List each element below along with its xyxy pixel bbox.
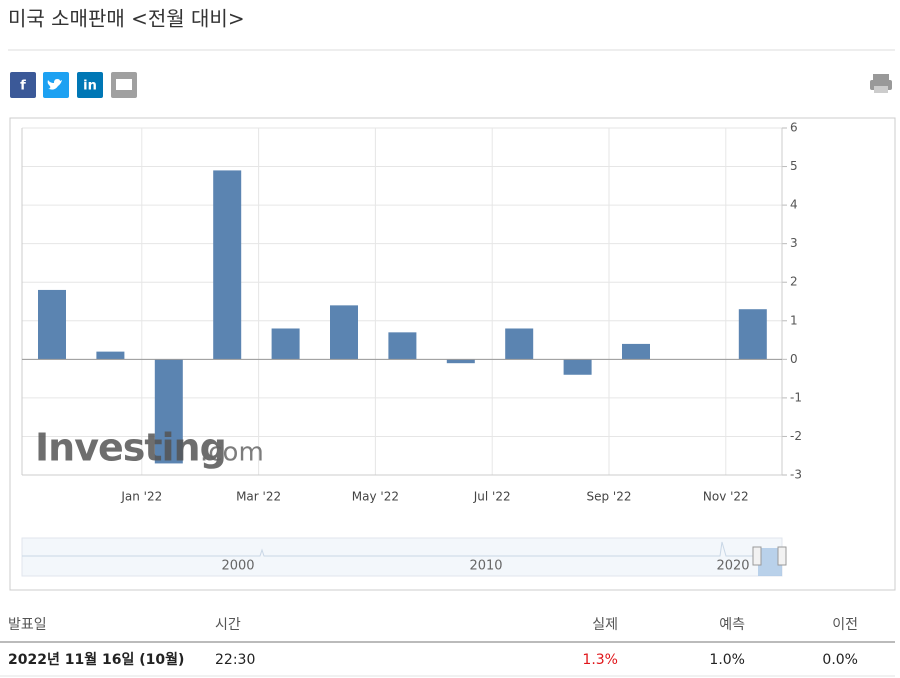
table-cell: 1.0% <box>709 652 745 668</box>
y-tick-label: 4 <box>790 198 798 212</box>
y-tick-label: -3 <box>790 468 802 482</box>
navigator-series <box>22 541 760 557</box>
table-header-cell: 예측 <box>719 617 745 633</box>
y-tick-label: 2 <box>790 275 798 289</box>
bar <box>330 305 358 360</box>
table-header-cell: 시간 <box>215 617 241 633</box>
twitter-icon <box>47 79 62 90</box>
bar <box>388 332 417 360</box>
linkedin-label: in <box>83 79 97 94</box>
bar <box>738 309 767 360</box>
table-cell: 0.0% <box>822 652 858 668</box>
navigator-handle[interactable] <box>777 546 787 566</box>
x-tick-label: Sep '22 <box>587 490 632 504</box>
x-tick-label: Jan '22 <box>120 490 162 504</box>
y-tick-label: 1 <box>790 313 798 327</box>
bar <box>271 328 300 360</box>
table: 발표일 시간 실제 예측 이전 2022년 11월 16일 (10월) 22:30 1.3% 1… <box>0 617 895 677</box>
bar <box>38 289 66 360</box>
navigator-handle[interactable] <box>752 546 762 566</box>
y-tick-label: 3 <box>790 236 798 250</box>
table-header-cell: 발표일 <box>8 617 47 633</box>
facebook-button[interactable] <box>10 72 36 98</box>
x-tick-label: Mar '22 <box>236 490 281 504</box>
navigator <box>21 537 783 577</box>
watermark: .com <box>200 438 264 468</box>
facebook-label: f <box>20 79 26 94</box>
page-title: 미국 소매판매 <전월 대비> <box>8 7 245 31</box>
navigator-label: 2010 <box>469 559 502 574</box>
table-header-cell: 실제 <box>592 617 618 633</box>
y-tick-label: 0 <box>790 352 798 366</box>
bar <box>96 351 125 360</box>
bar <box>563 359 592 375</box>
table-cell: 22:30 <box>215 652 255 668</box>
y-tick-label: 5 <box>790 159 798 173</box>
x-tick-label: Nov '22 <box>703 490 749 504</box>
y-tick-label: 6 <box>790 121 798 135</box>
y-tick-label: -2 <box>790 429 802 443</box>
linkedin-button[interactable] <box>77 72 103 98</box>
navigator-label: 2000 <box>221 559 254 574</box>
print-button[interactable] <box>870 74 892 93</box>
bar <box>446 359 475 364</box>
navigator-label: 2020 <box>716 559 749 574</box>
table-cell: 1.3% <box>582 652 618 668</box>
x-tick-label: May '22 <box>352 490 399 504</box>
y-tick-label: -1 <box>790 390 802 404</box>
chart: -3 -2 -1 0 1 2 3 4 5 6 Jan '22 Mar '22 May '22 Jul '2… <box>21 121 802 577</box>
table-cell: 2022년 11월 16일 (10월) <box>8 651 184 668</box>
bar <box>213 170 242 360</box>
bar <box>154 359 183 464</box>
email-icon <box>116 79 132 90</box>
bar <box>505 328 534 360</box>
watermark: Investing <box>35 426 226 470</box>
table-header-cell: 이전 <box>832 617 858 633</box>
x-tick-label: Jul '22 <box>473 490 511 504</box>
bar <box>622 343 650 360</box>
